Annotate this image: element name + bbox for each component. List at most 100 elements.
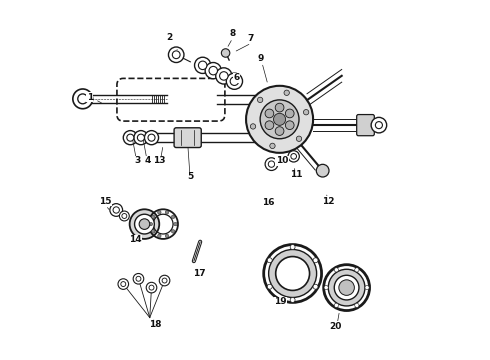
Circle shape xyxy=(216,68,232,84)
Text: 20: 20 xyxy=(329,322,341,331)
Text: 2: 2 xyxy=(166,33,172,42)
Circle shape xyxy=(324,285,328,290)
Circle shape xyxy=(290,244,295,249)
Circle shape xyxy=(134,131,148,145)
Circle shape xyxy=(198,61,207,69)
Text: 12: 12 xyxy=(321,197,334,206)
Circle shape xyxy=(158,211,161,214)
Circle shape xyxy=(172,230,175,233)
Circle shape xyxy=(264,244,321,302)
Circle shape xyxy=(151,215,155,219)
Circle shape xyxy=(250,124,256,129)
Circle shape xyxy=(209,66,218,75)
Text: 9: 9 xyxy=(258,54,264,63)
Text: 4: 4 xyxy=(145,156,151,165)
Circle shape xyxy=(303,109,309,115)
Circle shape xyxy=(334,268,339,272)
Circle shape xyxy=(270,143,275,149)
Circle shape xyxy=(130,209,159,239)
Circle shape xyxy=(165,234,169,238)
Circle shape xyxy=(328,269,365,306)
Circle shape xyxy=(162,278,167,283)
Circle shape xyxy=(339,280,354,295)
Circle shape xyxy=(135,214,154,234)
Circle shape xyxy=(73,89,93,109)
Circle shape xyxy=(122,213,127,219)
Circle shape xyxy=(169,47,184,63)
Circle shape xyxy=(121,282,126,287)
Text: 11: 11 xyxy=(290,170,302,179)
Circle shape xyxy=(149,285,154,290)
Text: 6: 6 xyxy=(233,73,239,82)
Circle shape xyxy=(269,249,317,297)
Text: 10: 10 xyxy=(276,156,288,165)
Circle shape xyxy=(313,258,318,263)
Circle shape xyxy=(113,207,120,213)
Circle shape xyxy=(275,127,284,135)
Circle shape xyxy=(371,117,387,133)
Circle shape xyxy=(275,103,284,112)
Circle shape xyxy=(221,49,230,57)
Text: 1: 1 xyxy=(87,93,93,102)
Text: 18: 18 xyxy=(149,320,161,329)
Circle shape xyxy=(324,265,369,311)
Circle shape xyxy=(273,113,286,125)
Circle shape xyxy=(265,158,278,171)
Text: 5: 5 xyxy=(187,172,194,181)
Circle shape xyxy=(226,73,243,89)
Circle shape xyxy=(355,303,359,307)
Circle shape xyxy=(296,136,302,141)
Text: 17: 17 xyxy=(193,269,205,278)
Circle shape xyxy=(288,151,299,162)
Circle shape xyxy=(269,161,274,167)
Text: 3: 3 xyxy=(134,156,141,165)
Circle shape xyxy=(120,211,129,221)
Circle shape xyxy=(137,134,145,141)
Circle shape xyxy=(148,134,155,141)
Text: 13: 13 xyxy=(153,156,166,165)
Circle shape xyxy=(174,222,177,226)
Circle shape xyxy=(291,153,296,159)
Circle shape xyxy=(172,215,175,219)
Circle shape xyxy=(260,100,299,139)
Text: 15: 15 xyxy=(99,197,112,206)
Circle shape xyxy=(172,51,180,59)
Circle shape xyxy=(317,164,329,177)
Circle shape xyxy=(313,284,318,289)
Text: 16: 16 xyxy=(262,198,274,207)
Circle shape xyxy=(267,258,272,263)
Circle shape xyxy=(284,90,290,95)
Circle shape xyxy=(139,219,150,229)
Circle shape xyxy=(365,285,369,290)
Circle shape xyxy=(265,121,274,130)
Circle shape xyxy=(136,276,141,281)
FancyBboxPatch shape xyxy=(357,114,374,136)
Circle shape xyxy=(133,274,144,284)
Text: 19: 19 xyxy=(274,297,287,306)
Circle shape xyxy=(110,204,122,216)
Circle shape xyxy=(290,297,295,302)
Circle shape xyxy=(149,222,152,226)
Circle shape xyxy=(165,211,169,214)
Circle shape xyxy=(285,109,294,118)
Text: 8: 8 xyxy=(229,29,236,38)
Circle shape xyxy=(158,234,161,238)
Circle shape xyxy=(276,257,310,291)
Circle shape xyxy=(151,230,155,233)
Circle shape xyxy=(257,97,263,103)
Circle shape xyxy=(78,94,88,104)
Circle shape xyxy=(146,282,157,293)
Circle shape xyxy=(123,131,137,145)
Circle shape xyxy=(230,77,239,85)
Circle shape xyxy=(267,284,272,289)
Circle shape xyxy=(118,279,128,289)
Circle shape xyxy=(355,268,359,272)
Circle shape xyxy=(159,275,170,286)
FancyBboxPatch shape xyxy=(174,128,201,148)
Circle shape xyxy=(265,109,274,118)
Circle shape xyxy=(205,63,221,79)
Circle shape xyxy=(246,86,313,153)
Circle shape xyxy=(334,275,359,300)
Circle shape xyxy=(220,72,228,80)
Circle shape xyxy=(334,303,339,307)
